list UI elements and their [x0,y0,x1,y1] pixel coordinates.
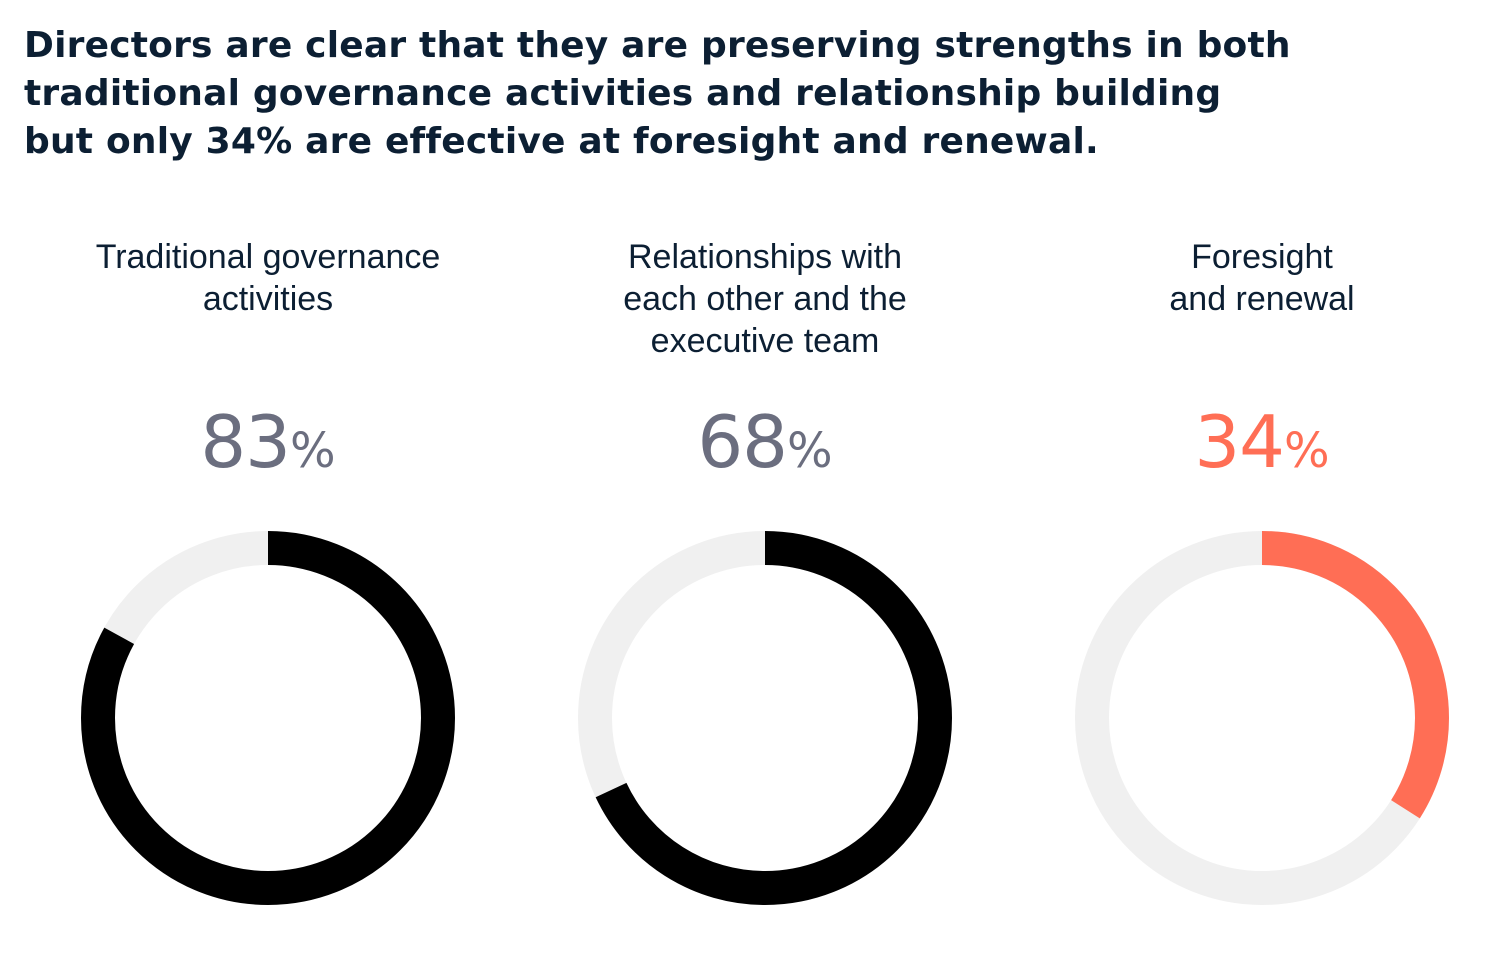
donut-label: Relationships with each other and the ex… [515,236,1015,362]
headline-line-2: traditional governance activities and re… [24,73,1222,114]
donut-value: 83% [18,392,518,512]
donut-value-unit: % [1284,423,1330,479]
headline-line-3: but only 34% are effective at foresight … [24,121,1099,162]
donut-label-line: and renewal [1169,280,1355,318]
donut-chart [81,531,455,905]
donut-panel-foresight-renewal: Foresight and renewal 34% [1012,0,1502,956]
donut-panel-traditional-governance: Traditional governance activities 83% [18,0,518,956]
donut-value-arc [578,531,952,905]
donut-panel-relationships: Relationships with each other and the ex… [515,0,1015,956]
donut-label-line: activities [202,280,334,318]
donut-value-arc [81,531,455,905]
donut-chart [578,531,952,905]
donut-value-unit: % [787,423,833,479]
donut-label: Traditional governance activities [18,236,518,320]
donut-label-line: Relationships with [627,238,903,276]
donut-label-line: executive team [650,322,880,360]
donut-value: 34% [1012,392,1502,512]
donut-value-number: 83 [200,400,291,484]
donut-label-line: each other and the [623,280,907,318]
donut-value: 68% [515,392,1015,512]
donut-value-arc [1075,531,1449,905]
headline-line-1: Directors are clear that they are preser… [24,25,1291,66]
donut-value-unit: % [290,423,336,479]
donut-label-line: Foresight [1191,238,1333,276]
donut-label: Foresight and renewal [1012,236,1502,320]
donut-value-number: 34 [1194,400,1285,484]
donut-value-number: 68 [697,400,788,484]
headline: Directors are clear that they are preser… [24,22,1324,166]
donut-chart [1075,531,1449,905]
donut-label-line: Traditional governance [95,238,441,276]
